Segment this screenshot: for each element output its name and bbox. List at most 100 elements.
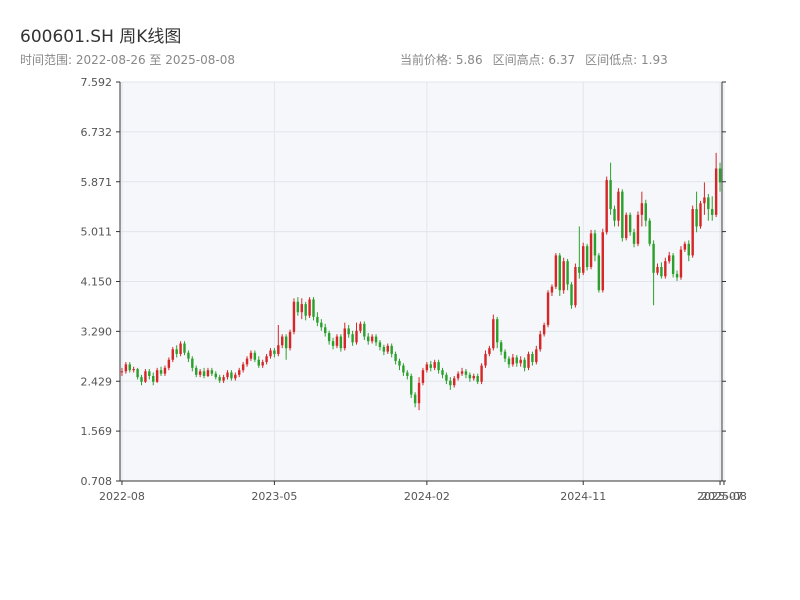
candle-body bbox=[347, 328, 350, 335]
candle-body bbox=[367, 336, 370, 342]
candle-body bbox=[304, 304, 307, 316]
candle-body bbox=[711, 209, 714, 215]
candle-body bbox=[226, 372, 229, 378]
candle-body bbox=[453, 378, 456, 386]
candle-body bbox=[167, 359, 171, 368]
candle-body bbox=[363, 323, 366, 337]
candle-body bbox=[601, 232, 604, 291]
candle-body bbox=[378, 342, 382, 347]
candle-body bbox=[671, 255, 675, 274]
candle-body bbox=[613, 209, 616, 221]
candle-body bbox=[210, 370, 214, 374]
y-tick-label: 1.569 bbox=[81, 425, 113, 438]
candle-body bbox=[238, 370, 241, 375]
candle-body bbox=[316, 316, 319, 323]
candle-body bbox=[664, 261, 667, 277]
candle-body bbox=[703, 197, 706, 204]
candle-body bbox=[183, 343, 186, 353]
candle-body bbox=[695, 209, 698, 227]
candle-body bbox=[460, 371, 464, 374]
y-tick-label: 7.592 bbox=[81, 76, 113, 89]
y-tick-label: 0.708 bbox=[81, 475, 113, 488]
candle-body bbox=[441, 370, 444, 375]
candle-body bbox=[582, 246, 585, 273]
candle-body bbox=[558, 255, 561, 291]
candle-body bbox=[632, 232, 636, 244]
x-tick-label: 2022-08 bbox=[99, 490, 145, 503]
candles-group bbox=[120, 152, 722, 411]
candle-body bbox=[621, 191, 624, 239]
range-low-label: 区间低点: 1.93 bbox=[585, 53, 668, 67]
x-tick-label: 2024-11 bbox=[560, 490, 606, 503]
candle-body bbox=[492, 319, 495, 349]
candle-body bbox=[554, 255, 558, 287]
candle-body bbox=[382, 346, 386, 352]
candle-body bbox=[398, 360, 401, 366]
candle-body bbox=[531, 353, 534, 363]
candle-body bbox=[566, 261, 569, 285]
y-tick-label: 5.011 bbox=[81, 226, 113, 239]
candle-body bbox=[476, 375, 479, 382]
candle-body bbox=[718, 168, 722, 183]
candle-body bbox=[128, 364, 131, 371]
candle-body bbox=[339, 336, 343, 349]
candle-body bbox=[300, 304, 303, 313]
candle-body bbox=[574, 267, 577, 306]
candle-body bbox=[253, 352, 257, 360]
candle-body bbox=[140, 377, 143, 382]
candle-body bbox=[206, 370, 210, 376]
candle-body bbox=[523, 359, 526, 368]
candle-body bbox=[202, 371, 206, 376]
candle-body bbox=[390, 345, 393, 354]
candle-body bbox=[445, 374, 448, 381]
candle-body bbox=[214, 373, 217, 378]
candle-body bbox=[589, 233, 593, 268]
candle-body bbox=[714, 168, 718, 215]
candle-body bbox=[499, 342, 503, 352]
candle-body bbox=[155, 370, 159, 382]
candle-body bbox=[277, 345, 280, 354]
candle-body bbox=[292, 301, 296, 332]
candle-body bbox=[636, 214, 640, 244]
candle-body bbox=[562, 261, 565, 291]
candle-body bbox=[394, 353, 397, 361]
candle-body bbox=[535, 349, 538, 363]
candle-body bbox=[472, 375, 475, 379]
candle-body bbox=[312, 299, 315, 317]
chart-title: 600601.SH 周K线图 bbox=[20, 27, 182, 47]
candle-body bbox=[644, 203, 647, 221]
candle-body bbox=[679, 249, 683, 278]
candle-body bbox=[660, 267, 663, 277]
candle-body bbox=[687, 243, 690, 256]
candle-body bbox=[222, 377, 225, 381]
candle-body bbox=[296, 301, 300, 313]
x-tick-label: 2024-02 bbox=[404, 490, 450, 503]
candle-body bbox=[468, 374, 472, 379]
candle-body bbox=[374, 336, 378, 343]
candle-body bbox=[120, 371, 124, 373]
candle-body bbox=[503, 351, 507, 359]
candle-body bbox=[429, 364, 432, 368]
candle-body bbox=[198, 371, 202, 375]
candle-body bbox=[171, 349, 174, 360]
candle-body bbox=[175, 349, 178, 354]
candle-body bbox=[539, 334, 542, 350]
candle-body bbox=[335, 336, 339, 346]
candle-body bbox=[707, 197, 710, 210]
candle-body bbox=[425, 364, 429, 371]
candle-body bbox=[261, 362, 264, 366]
candle-body bbox=[148, 371, 151, 376]
range-high-label: 区间高点: 6.37 bbox=[492, 53, 576, 67]
candle-body bbox=[496, 319, 499, 343]
stats-bar: 当前价格: 5.86 区间高点: 6.37 区间低点: 1.93 bbox=[400, 51, 678, 68]
candle-body bbox=[617, 191, 620, 221]
candle-body bbox=[343, 328, 346, 349]
candle-body bbox=[249, 352, 253, 359]
candle-body bbox=[320, 322, 323, 328]
candle-body bbox=[417, 382, 421, 404]
candle-body bbox=[406, 372, 409, 376]
candle-body bbox=[241, 364, 245, 371]
axes bbox=[116, 81, 726, 485]
y-tick-label: 5.871 bbox=[81, 176, 113, 189]
candle-body bbox=[421, 370, 425, 383]
